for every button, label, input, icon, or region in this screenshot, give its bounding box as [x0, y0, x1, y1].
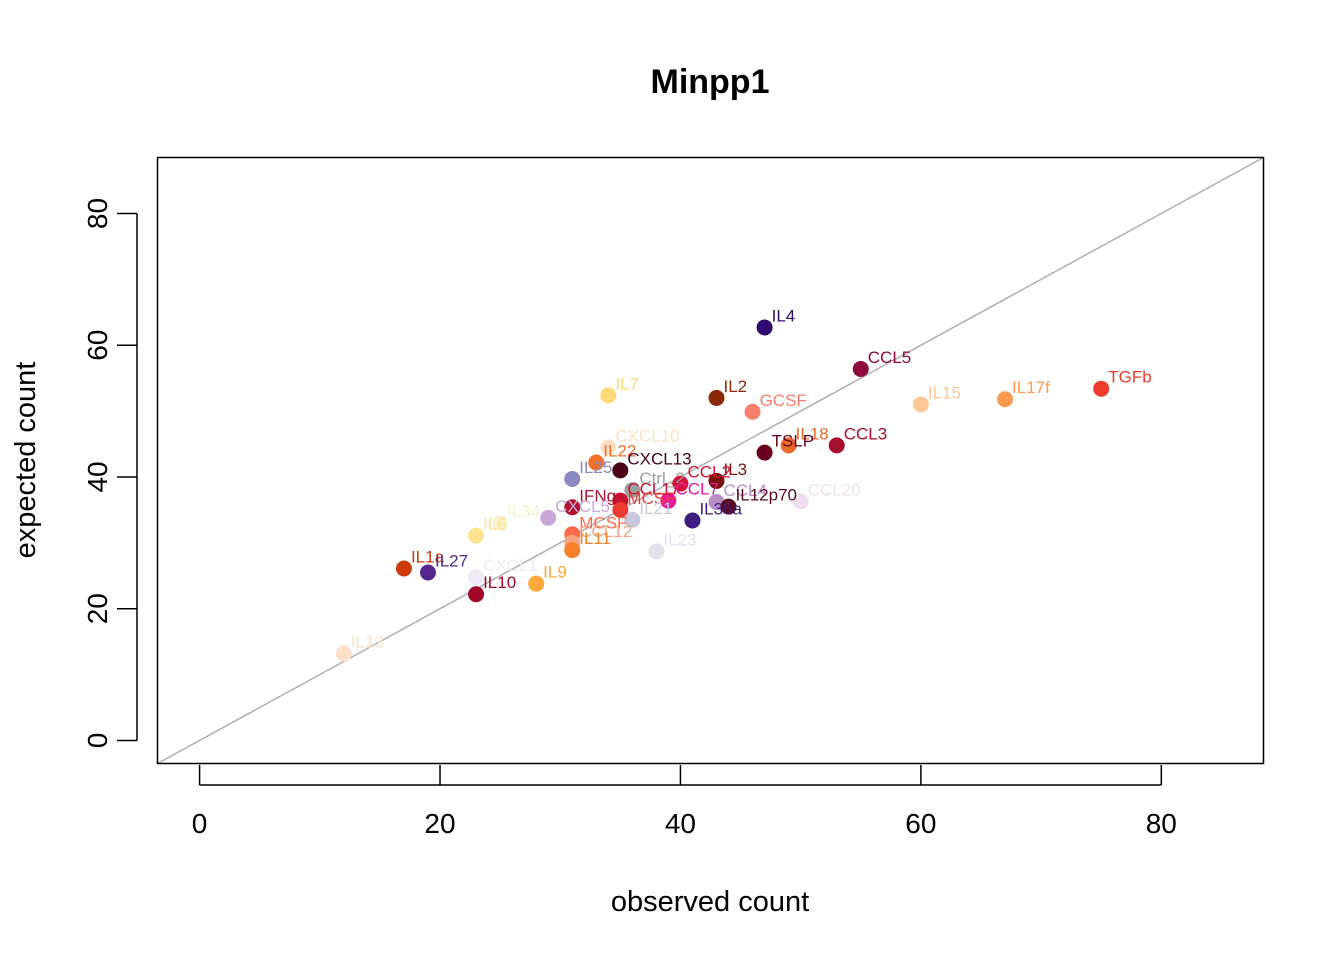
point-label: IL25: [579, 458, 612, 477]
data-point: [780, 437, 797, 454]
point-label: IL3: [724, 460, 748, 479]
point-label: CXCL10: [615, 426, 679, 445]
data-point: [528, 575, 545, 592]
data-point: [624, 482, 641, 499]
data-point: [912, 396, 929, 413]
point-label: IL22: [603, 441, 636, 460]
point-label: CCL3: [844, 424, 887, 443]
point-label: IL34: [507, 502, 540, 521]
point-label: CXCL1: [483, 556, 538, 575]
point-label: IL11: [579, 529, 611, 548]
x-tick-label: 40: [665, 808, 696, 839]
point-label: IFNg: [579, 486, 616, 505]
point-label: CCL7: [675, 480, 718, 499]
data-point: [852, 360, 869, 377]
data-point: [708, 493, 725, 510]
data-point: [997, 391, 1014, 408]
data-point: [684, 512, 701, 529]
x-tick-label: 80: [1146, 808, 1177, 839]
point-label: CCL5: [868, 348, 911, 367]
y-tick-label: 80: [82, 198, 113, 229]
point-label: IL18: [796, 424, 829, 443]
data-point: [564, 542, 581, 559]
data-point: [612, 462, 629, 479]
point-label: IL17f: [1012, 378, 1050, 397]
data-point: [468, 586, 485, 603]
point-label: TSLP: [772, 432, 815, 451]
data-point: [708, 389, 725, 406]
data-point: [828, 437, 845, 454]
x-axis: 0 20 40 60 80: [192, 765, 1177, 839]
y-axis-label: expected count: [10, 362, 42, 559]
point-label: IL4: [772, 306, 796, 325]
point-label: IL36a: [699, 499, 742, 518]
point-label: IL7: [615, 374, 639, 393]
y-axis: 0 20 40 60 80: [82, 198, 138, 749]
x-tick-label: 60: [905, 808, 936, 839]
data-point: [744, 403, 761, 420]
point-label: IL23: [663, 530, 696, 549]
point-label: CCL4: [724, 481, 767, 500]
y-tick-label: 20: [82, 593, 113, 624]
point-label: CCL17: [627, 480, 680, 499]
point-label: IL15: [928, 384, 961, 403]
data-point: [648, 543, 665, 560]
data-point: [756, 444, 773, 461]
data-point: [564, 499, 581, 516]
point-label: IL2: [724, 377, 748, 396]
data-point: [468, 569, 485, 586]
point-label: CXCL5: [555, 497, 610, 516]
data-point: [612, 501, 629, 518]
point-label: IL21: [639, 499, 672, 518]
data-point: [660, 492, 677, 509]
data-point: [588, 454, 605, 471]
chart-title: Minpp1: [651, 63, 770, 101]
point-label: IL12p70: [736, 486, 797, 505]
data-point: [492, 515, 509, 532]
data-point: [756, 319, 773, 336]
point-label: IL27: [435, 551, 468, 570]
data-point: [335, 645, 352, 662]
point-label: TGFb: [1108, 368, 1151, 387]
labels-layer: IL4 CCL5 TGFb IL7 IL2 IL17f IL15 GCSF CXCL10 IL18…: [351, 306, 1152, 651]
point-label: Ctrl_2: [639, 469, 684, 488]
data-point: [1093, 380, 1110, 397]
data-point: [792, 493, 809, 510]
y-tick-label: 60: [82, 330, 113, 361]
x-axis-label: observed count: [611, 886, 809, 918]
data-point: [720, 498, 737, 515]
y-tick-label: 40: [82, 461, 113, 492]
points-layer: [335, 319, 1110, 662]
point-label: IL6: [483, 515, 507, 534]
point-label: IL1a: [411, 548, 445, 567]
data-point: [468, 527, 485, 544]
point-label: MCSF: [627, 489, 675, 508]
x-tick-label: 20: [424, 808, 455, 839]
data-point: [672, 475, 689, 492]
point-label: IL13: [351, 632, 384, 651]
data-point: [600, 439, 617, 456]
identity-line: [157, 157, 1264, 764]
point-label: CCL12: [579, 522, 632, 541]
data-point: [600, 387, 617, 404]
y-tick-label: 0: [82, 733, 113, 749]
point-label: GCSF: [760, 391, 807, 410]
data-point: [624, 511, 641, 528]
data-point: [540, 509, 557, 526]
point-label: CCL2: [687, 463, 730, 482]
reference-line-layer: [157, 157, 1264, 764]
x-tick-label: 0: [192, 808, 208, 839]
data-point: [395, 560, 412, 577]
point-label: IL10: [483, 573, 516, 592]
data-point: [708, 472, 725, 489]
data-point: [564, 470, 581, 487]
point-label: CXCL13: [627, 449, 691, 468]
point-label: IL9: [543, 563, 567, 582]
plot-frame: [156, 156, 1265, 765]
point-label: CCL20: [808, 480, 861, 499]
point-label: MCSF: [579, 513, 627, 532]
data-point: [419, 564, 436, 581]
